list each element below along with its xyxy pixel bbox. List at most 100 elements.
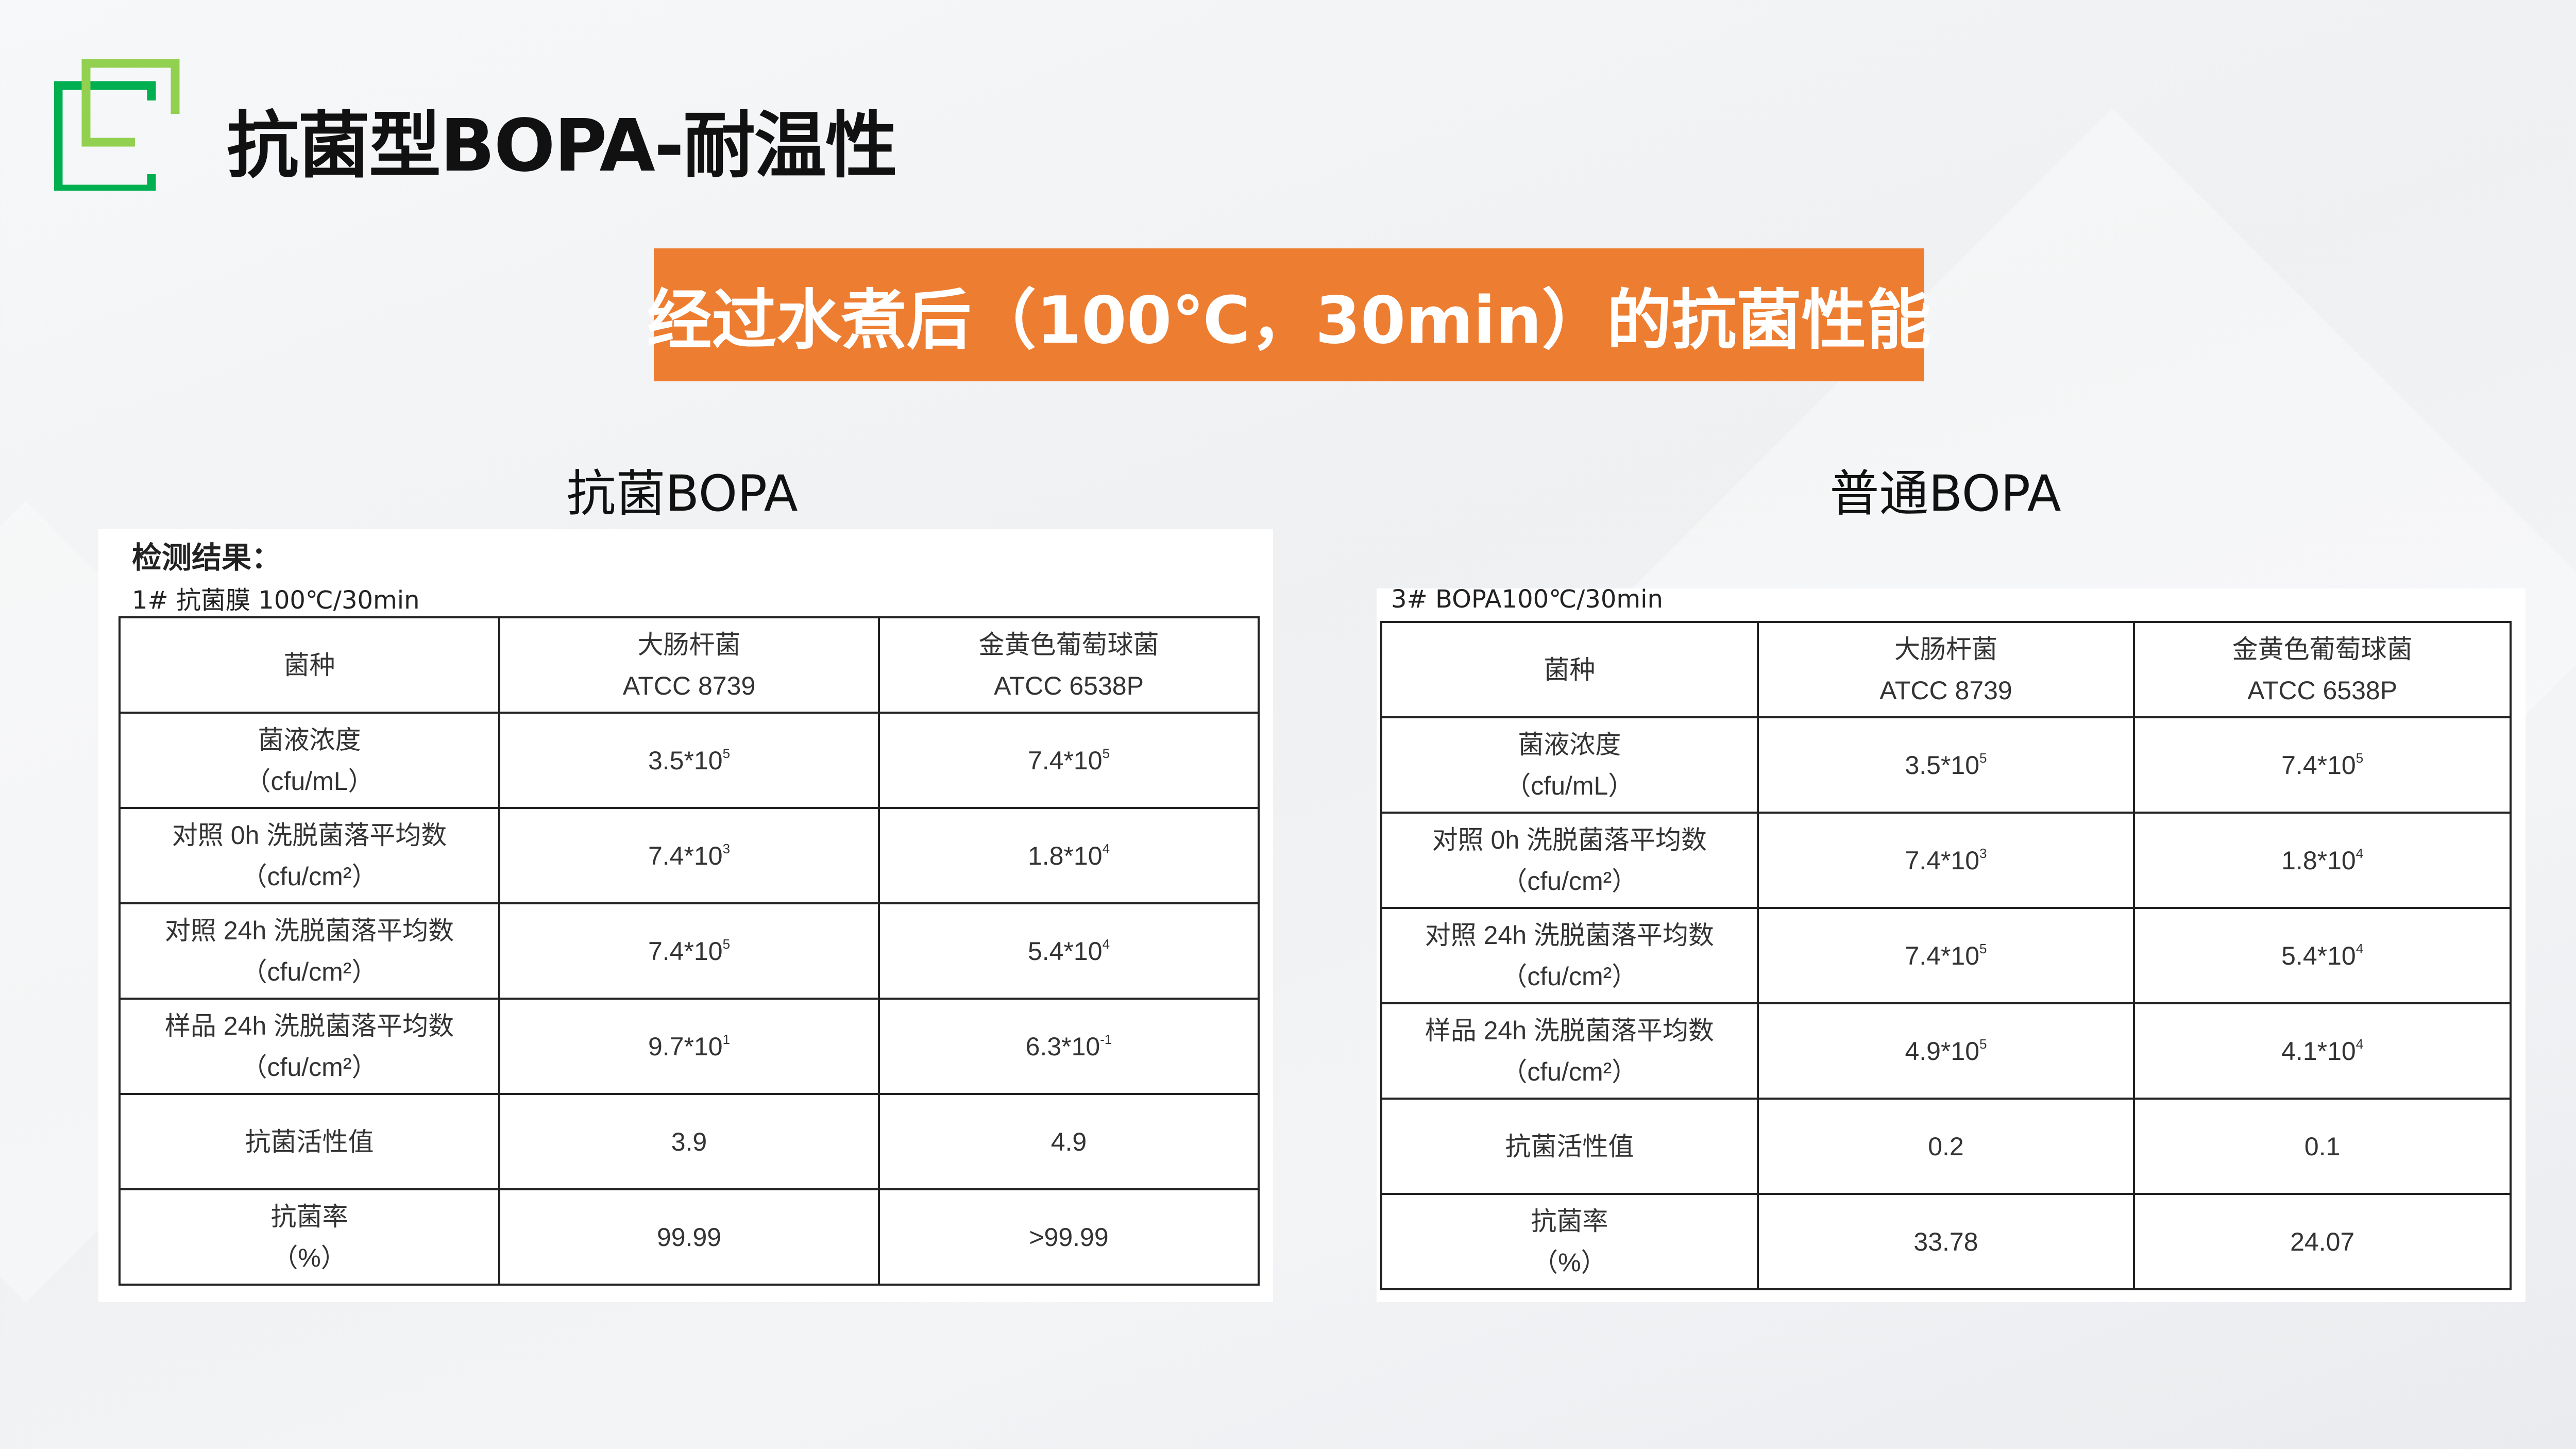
value-base: 5.4*10 xyxy=(2281,941,2356,970)
header-text: ATCC 6538P xyxy=(994,671,1144,700)
value-cell: 7.4*105 xyxy=(878,712,1260,809)
value-base: 3.5*10 xyxy=(1905,750,1980,780)
value-base: 33.78 xyxy=(1913,1227,1978,1256)
value-exponent: 4 xyxy=(1102,840,1110,856)
value-base: 0.2 xyxy=(1928,1132,1964,1161)
right-subtitle: 普通BOPA xyxy=(1829,465,2061,523)
banner-text: 经过水煮后（100℃，30min）的抗菌性能 xyxy=(647,282,1931,358)
table-row: 对照 0h 洗脱菌落平均数 （cfu/cm²） 7.4*103 1.8*104 xyxy=(1380,812,2512,909)
value-exponent: 5 xyxy=(722,745,731,761)
header-text: 大肠杆菌 xyxy=(1894,634,1997,664)
row-label-text: 对照 0h 洗脱菌落平均数 xyxy=(1432,825,1707,854)
left-caption: 1# 抗菌膜 100℃/30min xyxy=(132,586,420,615)
table-row: 对照 0h 洗脱菌落平均数 （cfu/cm²） 7.4*103 1.8*104 xyxy=(118,807,1260,904)
row-label-text: 对照 24h 洗脱菌落平均数 xyxy=(1425,920,1714,950)
row-label-cell: 菌液浓度 （cfu/mL） xyxy=(118,712,500,809)
row-label-text: 菌液浓度 xyxy=(258,725,361,754)
value-base: 7.4*10 xyxy=(1905,941,1980,970)
value-cell: 33.78 xyxy=(1756,1193,2136,1290)
header-text: 金黄色葡萄球菌 xyxy=(2232,634,2413,664)
row-label-text: （cfu/cm²） xyxy=(1501,1057,1638,1086)
value-exponent: 4 xyxy=(1102,936,1110,952)
row-label-cell: 菌液浓度 （cfu/mL） xyxy=(1380,716,1759,814)
value-base: 3.9 xyxy=(671,1127,707,1156)
row-label-cell: 抗菌率 （%） xyxy=(118,1188,500,1286)
table-header-row: 菌种 大肠杆菌 ATCC 8739 金黄色葡萄球菌 ATCC 6538P xyxy=(118,616,1260,714)
header-cell: 大肠杆菌 ATCC 8739 xyxy=(498,616,880,714)
value-base: 7.4*10 xyxy=(1027,746,1103,775)
row-label-text: 对照 0h 洗脱菌落平均数 xyxy=(172,820,447,850)
row-label-text: 样品 24h 洗脱菌落平均数 xyxy=(1425,1016,1714,1045)
row-label-text: （cfu/cm²） xyxy=(241,957,378,986)
value-base: 7.4*10 xyxy=(1905,846,1980,875)
left-caption-heading: 检测结果： xyxy=(132,540,282,575)
value-cell: >99.99 xyxy=(878,1188,1260,1286)
value-cell: 4.1*104 xyxy=(2133,1002,2512,1100)
value-cell: 99.99 xyxy=(498,1188,880,1286)
value-cell: 7.4*105 xyxy=(2133,716,2512,814)
value-cell: 7.4*105 xyxy=(1756,907,2136,1004)
header-text: 金黄色葡萄球菌 xyxy=(978,630,1159,659)
value-base: >99.99 xyxy=(1029,1222,1109,1252)
value-exponent: 5 xyxy=(1102,745,1110,761)
value-exponent: -1 xyxy=(1100,1031,1112,1047)
value-cell: 5.4*104 xyxy=(2133,907,2512,1004)
value-exponent: 4 xyxy=(2355,940,2364,956)
value-base: 0.1 xyxy=(2304,1132,2341,1161)
row-label-cell: 对照 24h 洗脱菌落平均数 （cfu/cm²） xyxy=(1380,907,1759,1004)
value-exponent: 4 xyxy=(2355,845,2364,861)
value-cell: 3.9 xyxy=(498,1093,880,1190)
value-cell: 7.4*103 xyxy=(1756,812,2136,909)
header-cell: 菌种 xyxy=(118,616,500,714)
row-label-text: （cfu/mL） xyxy=(1505,771,1634,800)
value-base: 4.9 xyxy=(1050,1127,1087,1156)
table-row: 样品 24h 洗脱菌落平均数 （cfu/cm²） 4.9*105 4.1*104 xyxy=(1380,1002,2512,1100)
row-label-text: 抗菌率 xyxy=(1531,1206,1608,1236)
header-cell: 大肠杆菌 ATCC 8739 xyxy=(1756,621,2136,718)
value-exponent: 4 xyxy=(2355,1036,2364,1052)
header-text: 菌种 xyxy=(283,650,335,680)
row-label-text: （%） xyxy=(1532,1248,1607,1277)
table-row: 菌液浓度 （cfu/mL） 3.5*105 7.4*105 xyxy=(1380,716,2512,814)
value-base: 9.7*10 xyxy=(648,1032,723,1061)
row-label-cell: 对照 0h 洗脱菌落平均数 （cfu/cm²） xyxy=(118,807,500,904)
header-text: ATCC 8739 xyxy=(1879,676,2012,705)
table-row: 对照 24h 洗脱菌落平均数 （cfu/cm²） 7.4*105 5.4*104 xyxy=(1380,907,2512,1004)
value-cell: 24.07 xyxy=(2133,1193,2512,1290)
value-cell: 5.4*104 xyxy=(878,902,1260,1000)
table-row: 对照 24h 洗脱菌落平均数 （cfu/cm²） 7.4*105 5.4*104 xyxy=(118,902,1260,1000)
value-exponent: 5 xyxy=(722,936,731,952)
value-base: 7.4*10 xyxy=(2281,750,2356,780)
table-row: 抗菌率 （%） 33.78 24.07 xyxy=(1380,1193,2512,1290)
value-cell: 4.9 xyxy=(878,1093,1260,1190)
value-base: 1.8*10 xyxy=(2281,846,2356,875)
row-label-cell: 抗菌活性值 xyxy=(1380,1098,1759,1195)
table-header-row: 菌种 大肠杆菌 ATCC 8739 金黄色葡萄球菌 ATCC 6538P xyxy=(1380,621,2512,718)
row-label-cell: 对照 0h 洗脱菌落平均数 （cfu/cm²） xyxy=(1380,812,1759,909)
row-label-text: （%） xyxy=(272,1243,347,1272)
value-base: 7.4*10 xyxy=(648,936,723,966)
value-exponent: 3 xyxy=(1979,845,1987,861)
right-caption: 3# BOPA100℃/30min xyxy=(1391,585,1663,614)
value-cell: 7.4*103 xyxy=(498,807,880,904)
row-label-text: （cfu/cm²） xyxy=(1501,866,1638,896)
value-exponent: 5 xyxy=(2355,750,2364,766)
value-cell: 3.5*105 xyxy=(1756,716,2136,814)
left-subtitle: 抗菌BOPA xyxy=(566,465,798,523)
header-cell: 金黄色葡萄球菌 ATCC 6538P xyxy=(878,616,1260,714)
value-exponent: 5 xyxy=(1979,940,1987,956)
header-cell: 金黄色葡萄球菌 ATCC 6538P xyxy=(2133,621,2512,718)
header-cell: 菌种 xyxy=(1380,621,1759,718)
value-cell: 0.2 xyxy=(1756,1098,2136,1195)
row-label-text: （cfu/cm²） xyxy=(241,1052,378,1082)
value-exponent: 3 xyxy=(722,840,731,856)
value-base: 5.4*10 xyxy=(1027,936,1103,966)
section-banner: 经过水煮后（100℃，30min）的抗菌性能 xyxy=(647,248,1931,381)
header-text: ATCC 6538P xyxy=(2247,676,2398,705)
left-results-table: 菌种 大肠杆菌 ATCC 8739 金黄色葡萄球菌 ATCC 6538P 菌液浓度 （cfu… xyxy=(118,616,1260,1286)
right-results-table: 菌种 大肠杆菌 ATCC 8739 金黄色葡萄球菌 ATCC 6538P 菌液浓度 （cfu… xyxy=(1380,621,2512,1290)
value-base: 24.07 xyxy=(2290,1227,2355,1256)
value-base: 99.99 xyxy=(656,1222,722,1252)
value-exponent: 1 xyxy=(722,1031,731,1047)
value-cell: 1.8*104 xyxy=(2133,812,2512,909)
